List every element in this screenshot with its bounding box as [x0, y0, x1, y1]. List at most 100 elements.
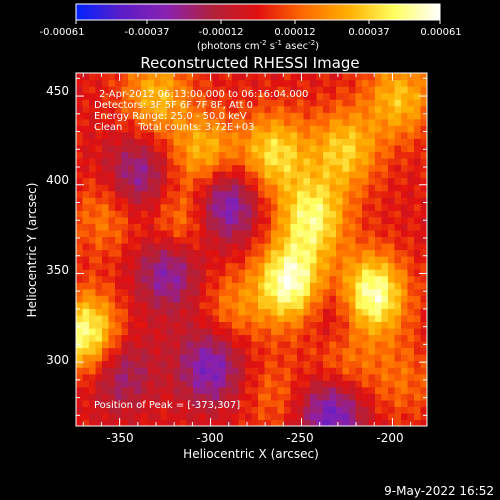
- heatmap-cell: [401, 105, 409, 113]
- heatmap-cell: [297, 236, 305, 244]
- heatmap-cell: [342, 367, 350, 375]
- heatmap-cell: [277, 275, 285, 283]
- heatmap-cell: [89, 118, 97, 126]
- heatmap-cell: [388, 327, 396, 336]
- heatmap-cell: [388, 131, 396, 139]
- heatmap-cell: [82, 216, 90, 224]
- heatmap-cell: [316, 157, 324, 166]
- heatmap-cell: [264, 229, 272, 238]
- heatmap-cell: [115, 327, 123, 336]
- heatmap-cell: [355, 373, 363, 381]
- heatmap-cell: [82, 373, 90, 381]
- heatmap-cell: [407, 386, 415, 394]
- heatmap-cell: [290, 184, 298, 192]
- heatmap-cell: [264, 151, 272, 159]
- heatmap-cell: [336, 380, 344, 388]
- annotation-detectors: Detectors: 3F 5F 6F 7F 8F, Att 0: [94, 100, 253, 111]
- heatmap-cell: [180, 380, 188, 388]
- heatmap-cell: [375, 164, 383, 172]
- heatmap-cell: [206, 236, 214, 244]
- heatmap-cell: [108, 386, 116, 394]
- heatmap-cell: [388, 197, 396, 205]
- heatmap-cell: [193, 138, 201, 146]
- heatmap-cell: [264, 242, 272, 251]
- heatmap-cell: [219, 184, 227, 192]
- heatmap-cell: [336, 321, 344, 329]
- heatmap-cell: [284, 105, 292, 113]
- heatmap-cell: [329, 216, 337, 224]
- heatmap-cell: [414, 112, 422, 120]
- heatmap-cell: [160, 138, 168, 146]
- heatmap-cell: [108, 314, 116, 323]
- heatmap-cell: [180, 242, 188, 251]
- heatmap-cell: [160, 373, 168, 381]
- heatmap-cell: [141, 341, 149, 349]
- heatmap-cell: [134, 249, 142, 257]
- heatmap-cell: [245, 184, 253, 192]
- heatmap-cell: [258, 288, 266, 296]
- heatmap-cell: [355, 314, 363, 323]
- heatmap-cell: [264, 412, 272, 421]
- heatmap-cell: [368, 190, 376, 198]
- heatmap-cell: [212, 242, 220, 251]
- heatmap-cell: [329, 118, 337, 126]
- heatmap-cell: [258, 419, 266, 426]
- heatmap-cell: [388, 138, 396, 146]
- heatmap-cell: [89, 327, 97, 336]
- heatmap-cell: [277, 177, 285, 185]
- heatmap-cell: [375, 99, 383, 107]
- heatmap-cell: [173, 151, 181, 159]
- heatmap-cell: [362, 249, 370, 257]
- heatmap-cell: [349, 295, 357, 303]
- heatmap-cell: [336, 282, 344, 290]
- heatmap-cell: [160, 314, 168, 323]
- heatmap-cell: [290, 262, 298, 270]
- heatmap-cell: [206, 190, 214, 198]
- heatmap-cell: [89, 236, 97, 244]
- heatmap-cell: [342, 406, 350, 414]
- heatmap-cell: [89, 197, 97, 205]
- heatmap-cell: [277, 334, 285, 342]
- heatmap-cell: [355, 73, 363, 81]
- heatmap-cell: [76, 125, 84, 133]
- heatmap-cell: [381, 288, 389, 296]
- heatmap-cell: [193, 151, 201, 159]
- heatmap-cell: [134, 367, 142, 375]
- heatmap-cell: [251, 334, 259, 342]
- plot-frame: [75, 72, 428, 427]
- heatmap-cell: [147, 295, 155, 303]
- heatmap-cell: [76, 86, 84, 94]
- heatmap-cell: [264, 99, 272, 107]
- heatmap-cell: [232, 125, 240, 133]
- heatmap-cell: [186, 354, 194, 362]
- heatmap-cell: [349, 308, 357, 316]
- heatmap-cell: [173, 197, 181, 205]
- heatmap-cell: [329, 269, 337, 277]
- heatmap-cell: [206, 177, 214, 185]
- heatmap-cell: [368, 125, 376, 133]
- heatmap-cell: [368, 380, 376, 388]
- heatmap-cell: [186, 367, 194, 375]
- heatmap-cell: [284, 399, 292, 407]
- heatmap-cell: [147, 412, 155, 421]
- heatmap-cell: [141, 308, 149, 316]
- heatmap-cell: [102, 354, 110, 362]
- heatmap-cell: [362, 79, 370, 87]
- heatmap-cell: [271, 171, 279, 179]
- heatmap-cell: [284, 203, 292, 211]
- heatmap-cell: [167, 360, 175, 368]
- heatmap-cell: [401, 269, 409, 277]
- heatmap-cell: [407, 321, 415, 329]
- heatmap-cell: [388, 282, 396, 290]
- heatmap-cell: [303, 386, 311, 394]
- heatmap-cell: [342, 249, 350, 257]
- heatmap-cell: [128, 92, 136, 100]
- heatmap-cell: [401, 321, 409, 329]
- heatmap-cell: [206, 412, 214, 421]
- heatmap-cell: [160, 334, 168, 342]
- heatmap-cell: [355, 164, 363, 172]
- heatmap-cell: [375, 308, 383, 316]
- heatmap-cell: [407, 177, 415, 185]
- heatmap-cell: [277, 236, 285, 244]
- heatmap-cell: [232, 314, 240, 323]
